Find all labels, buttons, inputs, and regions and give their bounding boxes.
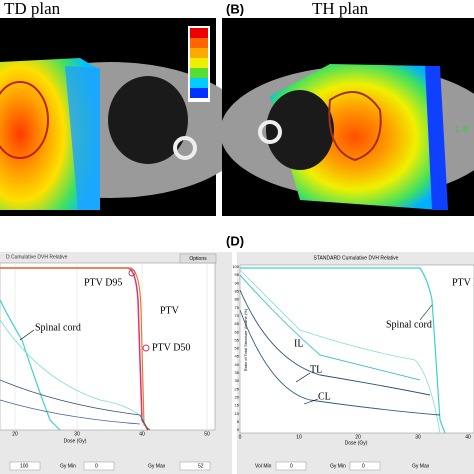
control: Gy Max xyxy=(412,463,430,469)
y-tick-label: 5 xyxy=(237,419,240,424)
button-label[interactable]: Options xyxy=(189,256,207,262)
y-tick-label: 55 xyxy=(235,337,240,342)
cord-curve xyxy=(0,299,61,431)
d95-marker xyxy=(128,269,136,277)
cord-curve xyxy=(239,274,421,381)
x-tick-label: 20 xyxy=(12,431,18,437)
plot-title: STANDARD Cumulative DVH Relative xyxy=(314,255,399,261)
y-tick-label: 30 xyxy=(235,378,240,383)
ct-image-td xyxy=(0,18,250,216)
options-button[interactable] xyxy=(179,253,217,264)
y-tick-label: 85 xyxy=(235,289,240,294)
y-axis-label: Ratio of Total Structure Volume (%) xyxy=(243,308,248,371)
y-tick-label: 70 xyxy=(235,313,240,318)
y-tick-label: 20 xyxy=(235,394,240,399)
organ-curve xyxy=(0,399,141,425)
y-tick-label: 90 xyxy=(235,280,240,285)
control: Gy Min xyxy=(330,463,346,469)
y-tick-label: 95 xyxy=(235,272,240,277)
y-tick-label: 15 xyxy=(235,403,240,408)
annotation: CL xyxy=(318,391,331,402)
tl-curve xyxy=(239,289,431,396)
x-tick-label: 50 xyxy=(204,431,210,437)
d50-marker xyxy=(142,344,150,352)
ptv-curve xyxy=(240,267,446,434)
organ-curve xyxy=(0,379,149,431)
organ-curve xyxy=(0,319,146,421)
ct-image-th: L-R xyxy=(220,18,474,216)
y-tick-label: 40 xyxy=(235,362,240,367)
orientation: L-R xyxy=(456,125,469,134)
x-tick-label: 30 xyxy=(74,431,80,437)
y-tick-label: 0 xyxy=(237,427,240,432)
x-tick-label: 20 xyxy=(355,434,361,440)
cl-curve xyxy=(239,309,441,416)
panel-title: TH plan xyxy=(312,0,369,18)
dvh-right: STANDARD Cumulative DVH Relative 1009590… xyxy=(232,252,474,474)
annotation: IL xyxy=(294,338,303,349)
y-tick-label: 65 xyxy=(235,321,240,326)
control: Gy Min xyxy=(60,463,76,469)
x-tick-label: 30 xyxy=(415,434,421,440)
x-tick-label: 10 xyxy=(296,434,302,440)
annotation: Spinal cord xyxy=(35,322,81,333)
x-tick-label: 40 xyxy=(139,431,145,437)
control: 0 xyxy=(290,463,293,469)
plot-title: D Cumulative DVH Relative xyxy=(6,254,68,260)
il-curve xyxy=(239,269,441,434)
annotation: PTV xyxy=(160,305,180,316)
control: 0 xyxy=(95,463,98,469)
control: 0 xyxy=(362,463,365,469)
x-tick-label: 40 xyxy=(465,434,471,440)
x-axis-label: Dose (Gy) xyxy=(64,438,87,444)
annotation: TL xyxy=(310,364,322,375)
control: Vol Min xyxy=(255,463,272,469)
annotation: PTV D50 xyxy=(152,342,190,353)
control: Gy Max xyxy=(148,463,166,469)
y-tick-label: 35 xyxy=(235,370,240,375)
y-tick-label: 50 xyxy=(235,346,240,351)
y-tick-label: 25 xyxy=(235,386,240,391)
annotation: PTV II xyxy=(452,277,474,288)
annotation: Spinal cord xyxy=(386,319,432,330)
control: 52 xyxy=(198,463,204,469)
y-tick-label: 60 xyxy=(235,329,240,334)
control: 100 xyxy=(20,463,29,469)
y-tick-label: 10 xyxy=(235,411,240,416)
panel-title: TD plan xyxy=(4,0,61,18)
y-tick-label: 80 xyxy=(235,297,240,302)
annotation: PTV D95 xyxy=(84,277,122,288)
dvh-left: D Cumulative DVH Relative Options PTV D9… xyxy=(0,252,232,474)
y-tick-label: 45 xyxy=(235,354,240,359)
y-tick-label: 75 xyxy=(235,305,240,310)
x-axis-label: Dose (Gy) xyxy=(345,440,368,446)
y-tick-label: 100 xyxy=(232,264,239,269)
ptv-curve xyxy=(0,267,151,431)
panel-label: (B) xyxy=(226,1,244,16)
x-tick-label: 0 xyxy=(239,434,242,440)
panel-label: (D) xyxy=(226,233,244,248)
